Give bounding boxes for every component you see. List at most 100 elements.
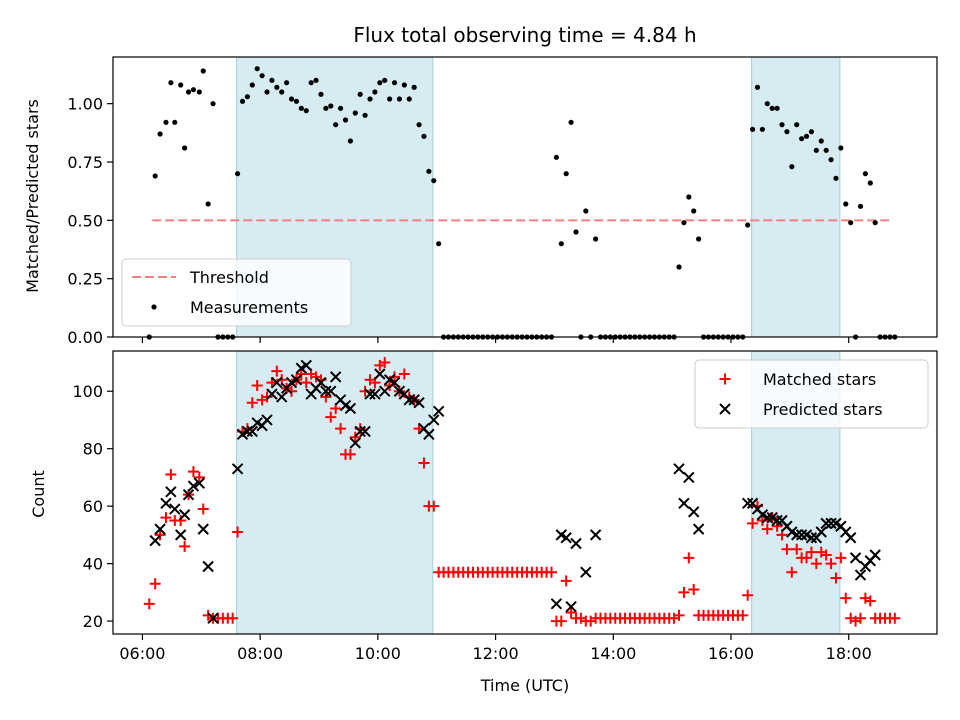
matched-star-point (781, 543, 793, 555)
x-tick-label: 08:00 (237, 644, 283, 663)
matched-star-point (820, 549, 832, 561)
matched-star-point (175, 515, 187, 527)
measurement-point (244, 94, 250, 100)
measurement-point (318, 91, 324, 97)
measurement-point (254, 66, 260, 72)
predicted-star-point (825, 517, 837, 530)
matched-star-point (300, 377, 312, 389)
measurement-point (823, 147, 829, 153)
predicted-star-point (315, 376, 327, 389)
measurement-point (303, 108, 309, 114)
measurement-point (696, 236, 702, 242)
predicted-star-point (374, 368, 386, 380)
bottom-panel: 06:00 08:00 10:00 12:00 14:00 16:00 18:00 20 40 6… (72, 350, 938, 663)
x-axis-title: Time (UTC) (480, 676, 569, 695)
matched-star-point (232, 526, 244, 538)
predicted-star-point (320, 385, 332, 397)
legend-predicted-label: Predicted stars (763, 400, 883, 419)
predicted-star-point (688, 506, 700, 518)
measurement-point (789, 164, 795, 170)
measurement-point (284, 80, 290, 86)
predicted-star-point (550, 598, 563, 610)
top-y-tick-label: 1.00 (67, 95, 103, 114)
predicted-star-point (379, 385, 391, 397)
measurement-point (867, 180, 873, 186)
legend-measurements-swatch (151, 304, 157, 310)
measurement-point (382, 77, 388, 83)
measurement-point (593, 236, 599, 242)
measurement-point (401, 82, 407, 88)
predicted-star-point (207, 612, 219, 624)
measurement-point (352, 110, 358, 116)
predicted-star-point (805, 532, 818, 544)
matched-star-point (428, 500, 440, 512)
measurement-point (313, 77, 319, 83)
predicted-star-point (570, 537, 582, 550)
measurement-point (163, 119, 169, 125)
matched-star-point (197, 503, 209, 515)
matched-star-point (165, 469, 177, 481)
measurement-point (190, 87, 197, 93)
matched-star-point (835, 552, 847, 564)
measurement-point (333, 122, 339, 128)
measurement-point (745, 222, 751, 228)
measurement-point (833, 175, 839, 181)
predicted-star-point (276, 391, 288, 403)
measurement-point (573, 229, 579, 235)
top-y-tick-label: 0.25 (67, 270, 103, 289)
x-tick-label: 06:00 (119, 644, 165, 663)
matched-star-point (840, 592, 852, 604)
predicted-star-point (178, 509, 191, 521)
measurement-point (342, 117, 349, 123)
measurement-point (200, 68, 206, 74)
measurement-point (391, 80, 398, 86)
predicted-star-point (187, 480, 200, 492)
matched-star-point (761, 523, 773, 535)
measurement-point (396, 96, 403, 102)
legend-matched-label: Matched stars (763, 370, 876, 389)
measurement-point (411, 84, 417, 90)
predicted-star-point (165, 486, 177, 498)
predicted-star-point (388, 376, 401, 389)
matched-star-point (678, 586, 690, 598)
predicted-star-point (354, 425, 366, 438)
predicted-star-point (403, 394, 415, 406)
predicted-star-point (364, 388, 376, 400)
predicted-star-point (174, 529, 187, 541)
measurement-point (157, 131, 163, 137)
top-shaded-interval-1 (751, 56, 841, 338)
matched-star-point (673, 609, 685, 621)
measurement-point (838, 145, 844, 151)
predicted-star-point (795, 529, 808, 541)
measurement-point (249, 82, 255, 88)
predicted-star-point (359, 425, 371, 438)
legend-measurements-label: Measurements (190, 298, 308, 317)
predicted-star-point (231, 463, 244, 475)
x-tick-label: 14:00 (590, 644, 636, 663)
measurement-point (347, 138, 353, 144)
matched-star-point (747, 517, 759, 529)
top-y-tick-label: 0.00 (67, 328, 103, 347)
measurement-point (196, 89, 202, 95)
measurement-point (337, 105, 344, 111)
measurement-point (234, 171, 241, 177)
predicted-star-point (565, 600, 577, 613)
measurement-point (568, 119, 574, 125)
x-tick-label: 18:00 (826, 644, 872, 663)
measurement-point (862, 171, 868, 177)
measurement-point (803, 133, 810, 139)
predicted-star-point (815, 526, 827, 538)
predicted-star-point (149, 534, 161, 547)
matched-star-point (889, 612, 901, 624)
predicted-star-point (844, 532, 857, 544)
top-y-tick-label: 0.50 (67, 211, 103, 230)
matched-star-point (160, 512, 172, 524)
bottom-y-tick-label: 100 (72, 382, 103, 401)
top-panel: 0.00 0.25 0.50 0.75 1.00 Threshold Measurement… (67, 56, 938, 347)
x-tick-label: 12:00 (473, 644, 519, 663)
top-plot-frame (112, 56, 938, 338)
matched-star-point (320, 391, 332, 403)
measurement-point (558, 241, 564, 247)
predicted-star-point (266, 388, 278, 400)
measurement-point (357, 91, 363, 97)
